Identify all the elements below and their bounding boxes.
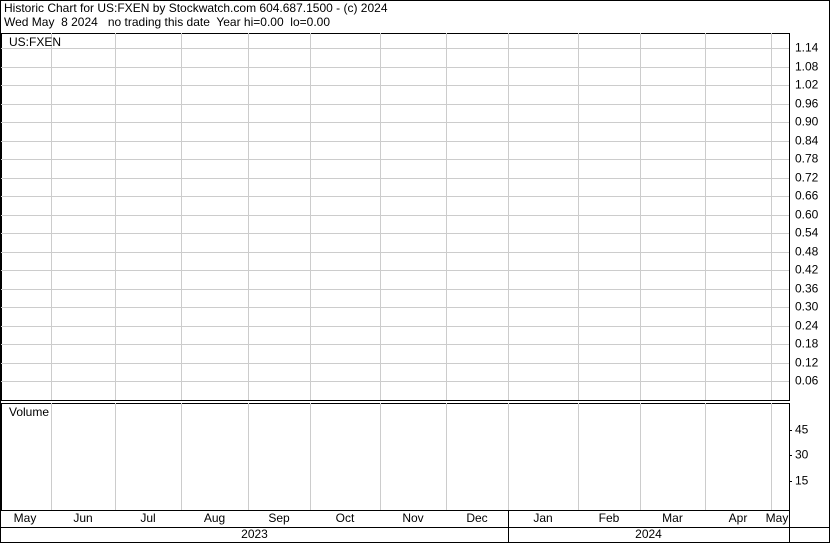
- year-label: 2023: [241, 527, 268, 541]
- x-tick-label: Feb: [599, 511, 620, 525]
- header-title: Historic Chart for US:FXEN by Stockwatch…: [4, 1, 388, 15]
- y-tick-label: 0.84: [795, 134, 819, 148]
- x-tick-label: Oct: [336, 511, 355, 525]
- panel: [1, 403, 790, 511]
- x-tick-label: Jul: [140, 511, 155, 525]
- x-tick-label: Dec: [466, 511, 487, 525]
- y-tick-label: 0.30: [795, 300, 819, 314]
- panel: [1, 33, 790, 401]
- x-tick-label: May: [766, 511, 789, 525]
- y-tick-label: 0.48: [795, 245, 819, 259]
- y-tick-label: 0.12: [795, 356, 819, 370]
- y-tick-label: 0.06: [795, 374, 819, 388]
- y-tick-label: 0.78: [795, 152, 819, 166]
- y-tick-label: 0.24: [795, 319, 819, 333]
- x-tick-label: Jun: [73, 511, 92, 525]
- x-tick-label: May: [14, 511, 37, 525]
- x-tick-label: Sep: [268, 511, 290, 525]
- y-tick-label: 30: [795, 448, 809, 462]
- y-tick-label: 0.72: [795, 171, 819, 185]
- y-tick-label: 0.90: [795, 115, 819, 129]
- y-tick-label: 1.14: [795, 41, 819, 55]
- y-tick-label: 0.96: [795, 97, 819, 111]
- y-tick-label: 1.08: [795, 60, 819, 74]
- y-tick-label: 1.02: [795, 78, 819, 92]
- year-label: 2024: [635, 527, 662, 541]
- x-tick-label: Aug: [204, 511, 225, 525]
- y-tick-label: 0.18: [795, 337, 819, 351]
- y-tick-label: 45: [795, 423, 809, 437]
- panel-title: US:FXEN: [9, 35, 61, 49]
- y-tick-label: 0.54: [795, 226, 819, 240]
- panel-title: Volume: [9, 405, 49, 419]
- x-tick-label: Mar: [662, 511, 683, 525]
- y-tick-label: 0.36: [795, 282, 819, 296]
- y-tick-label: 0.42: [795, 263, 819, 277]
- x-tick-label: Jan: [533, 511, 552, 525]
- header-subtitle: Wed May 8 2024 no trading this date Year…: [4, 15, 330, 29]
- y-tick-label: 0.66: [795, 189, 819, 203]
- x-tick-label: Apr: [729, 511, 748, 525]
- y-tick-label: 15: [795, 474, 809, 488]
- y-tick-label: 0.60: [795, 208, 819, 222]
- x-tick-label: Nov: [402, 511, 423, 525]
